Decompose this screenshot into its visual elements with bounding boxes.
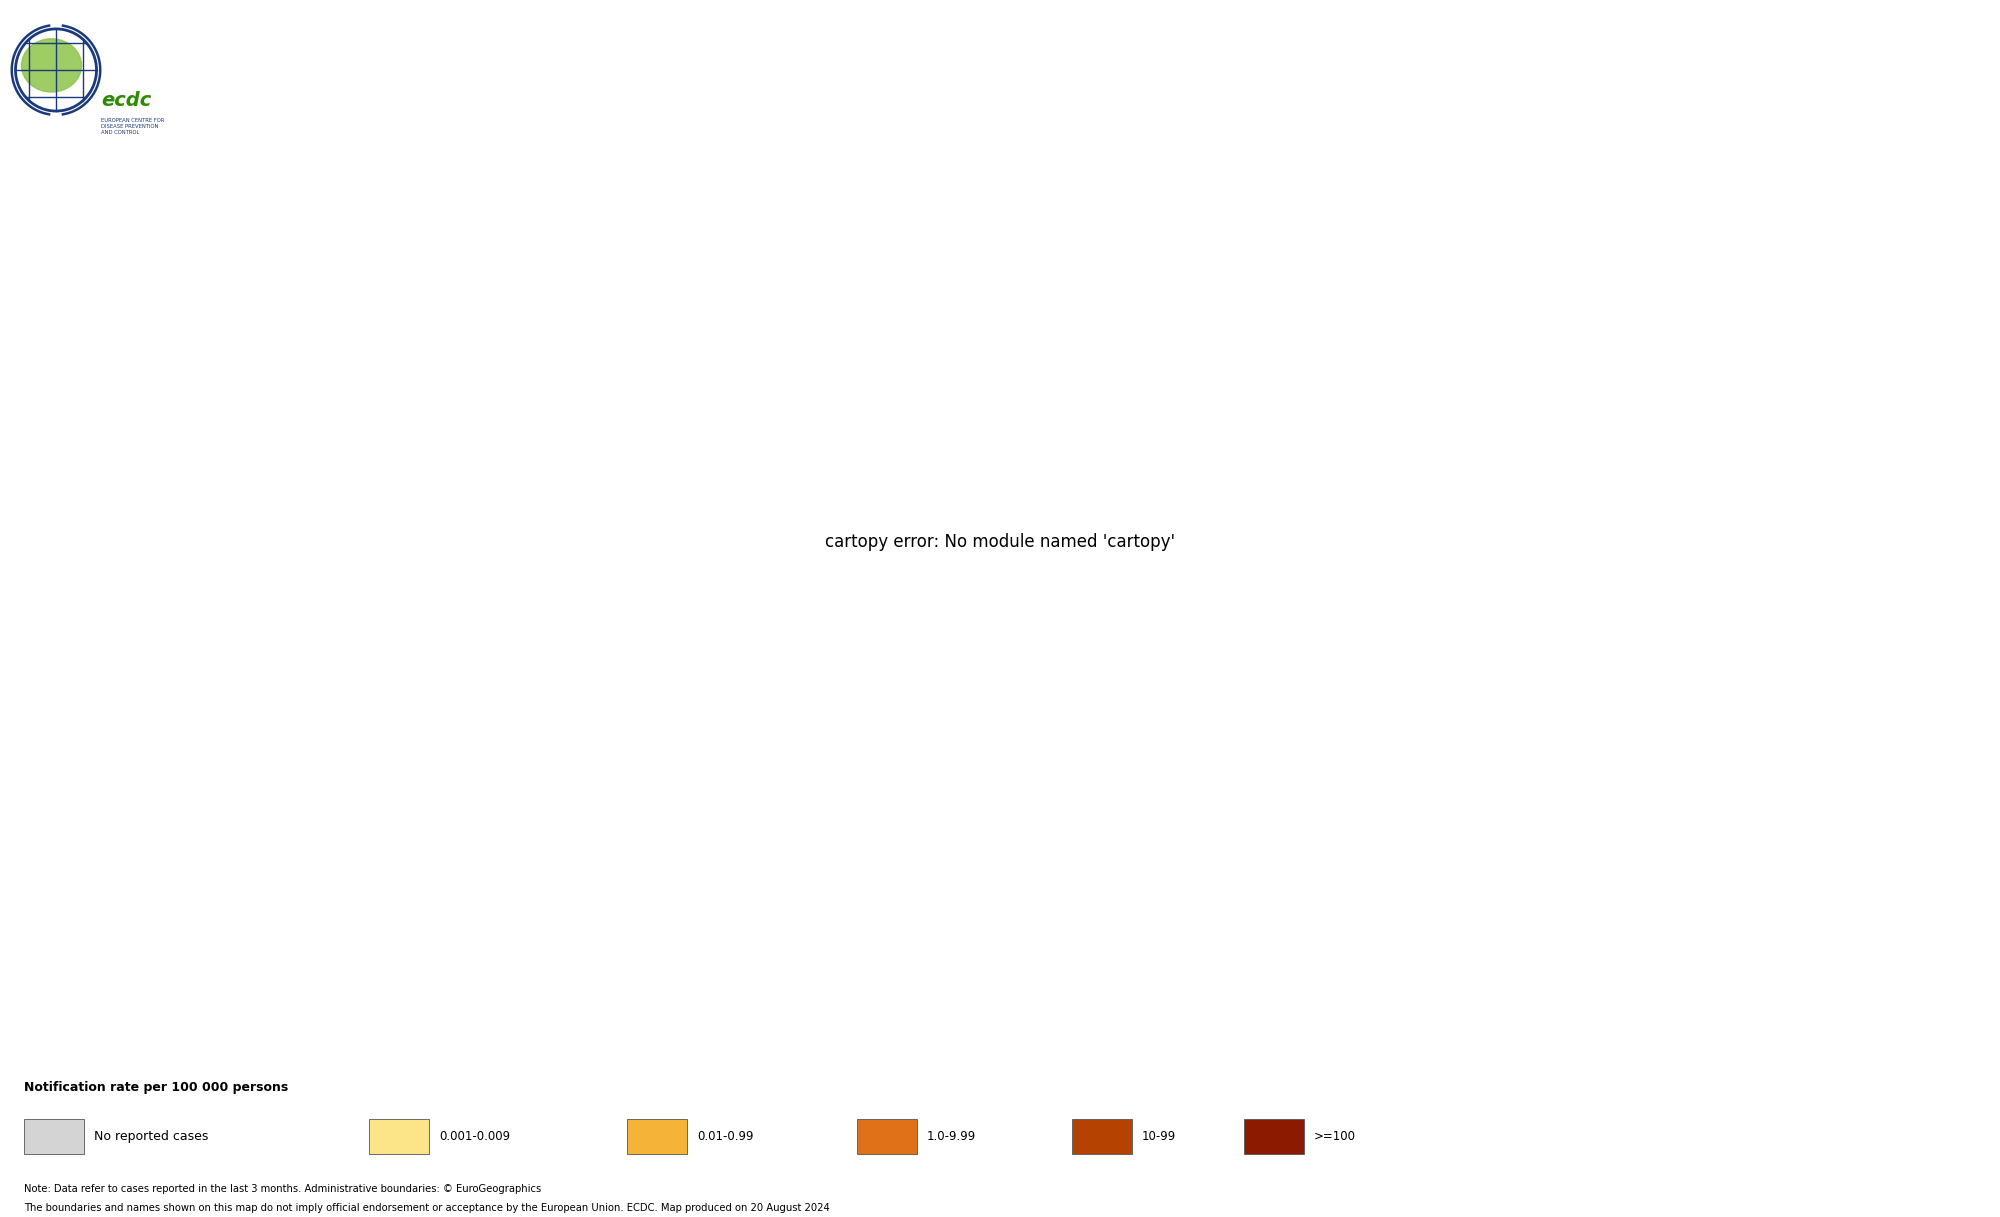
- FancyBboxPatch shape: [24, 1118, 84, 1154]
- Text: 0.01-0.99: 0.01-0.99: [698, 1129, 754, 1143]
- Text: 10-99: 10-99: [1142, 1129, 1176, 1143]
- FancyBboxPatch shape: [628, 1118, 688, 1154]
- Text: EUROPEAN CENTRE FOR
DISEASE PREVENTION
AND CONTROL: EUROPEAN CENTRE FOR DISEASE PREVENTION A…: [100, 118, 164, 135]
- FancyBboxPatch shape: [368, 1118, 428, 1154]
- Text: 1.0-9.99: 1.0-9.99: [926, 1129, 976, 1143]
- Text: ecdc: ecdc: [100, 91, 152, 110]
- Text: Note: Data refer to cases reported in the last 3 months. Administrative boundari: Note: Data refer to cases reported in th…: [24, 1183, 542, 1194]
- FancyBboxPatch shape: [856, 1118, 916, 1154]
- Text: >=100: >=100: [1314, 1129, 1356, 1143]
- Text: The boundaries and names shown on this map do not imply official endorsement or : The boundaries and names shown on this m…: [24, 1202, 830, 1212]
- Text: 0.001-0.009: 0.001-0.009: [438, 1129, 510, 1143]
- Text: cartopy error: No module named 'cartopy': cartopy error: No module named 'cartopy': [824, 533, 1176, 550]
- FancyBboxPatch shape: [1072, 1118, 1132, 1154]
- FancyBboxPatch shape: [1244, 1118, 1304, 1154]
- Text: No reported cases: No reported cases: [94, 1129, 208, 1143]
- Ellipse shape: [22, 39, 82, 92]
- Text: Notification rate per 100 000 persons: Notification rate per 100 000 persons: [24, 1081, 288, 1094]
